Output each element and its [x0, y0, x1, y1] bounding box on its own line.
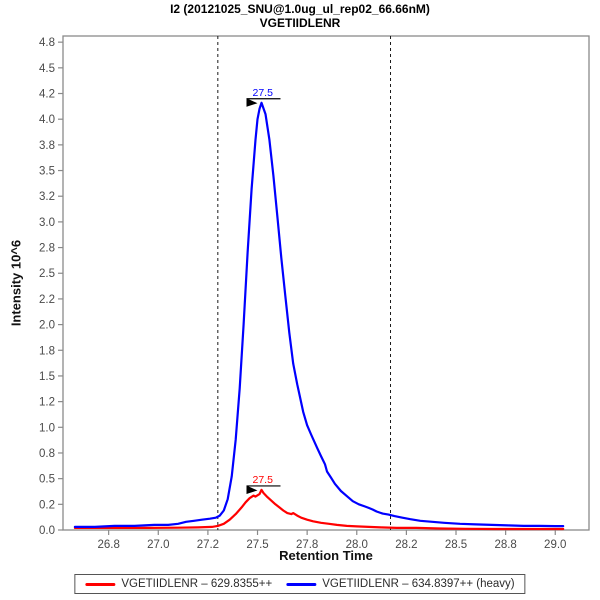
- x-axis-title: Retention Time: [279, 548, 373, 563]
- y-tick-label: 0.5: [39, 474, 55, 486]
- y-tick-label: 1.5: [39, 371, 55, 383]
- y-tick-label: 1.8: [39, 345, 55, 357]
- chromatogram-trace-heavy: [73, 101, 565, 529]
- y-tick-label: 1.0: [39, 422, 55, 434]
- y-tick-label: 3.8: [39, 140, 55, 152]
- y-tick-label: 2.5: [39, 268, 55, 280]
- legend-item-heavy: VGETIIDLENR – 634.8397++ (heavy): [286, 578, 515, 590]
- x-tick-label: 27.2: [197, 539, 219, 551]
- y-tick-label: 1.2: [39, 397, 55, 409]
- y-tick-label: 0.8: [39, 448, 55, 460]
- y-tick-label: 3.2: [39, 191, 55, 203]
- legend-label-heavy: VGETIIDLENR – 634.8397++ (heavy): [322, 578, 515, 590]
- peak-rt-label[interactable]: 27.5: [252, 474, 273, 486]
- y-tick-label: 4.8: [39, 37, 55, 49]
- y-tick-label: 3.0: [39, 217, 55, 229]
- y-tick-label: 3.5: [39, 166, 55, 178]
- y-tick-label: 4.2: [39, 89, 55, 101]
- chart-title: I2 (20121025_SNU@1.0ug_ul_rep02_66.66nM): [170, 2, 430, 16]
- peak-arrow-icon[interactable]: [246, 485, 258, 494]
- y-tick-label: 0.2: [39, 499, 55, 511]
- blue-line-sample: [286, 582, 317, 586]
- plot-frame: [62, 35, 590, 531]
- y-tick-label: 0.0: [39, 525, 55, 537]
- x-tick-label: 28.0: [346, 539, 368, 551]
- chart-title-block: I2 (20121025_SNU@1.0ug_ul_rep02_66.66nM)…: [0, 2, 600, 30]
- legend: VGETIIDLENR – 629.8355++ VGETIIDLENR – 6…: [74, 574, 526, 594]
- red-line-sample: [85, 582, 116, 586]
- y-tick-label: 4.0: [39, 114, 55, 126]
- legend-item-light: VGETIIDLENR – 629.8355++: [85, 578, 272, 590]
- chromatogram-trace-light: [73, 488, 565, 531]
- x-tick-label: 28.8: [494, 539, 516, 551]
- x-tick-label: 26.8: [97, 539, 119, 551]
- x-tick-label: 27.5: [246, 539, 268, 551]
- chart-subtitle: VGETIIDLENR: [259, 16, 341, 30]
- y-tick-label: 2.8: [39, 243, 55, 255]
- x-tick-label: 27.8: [296, 539, 318, 551]
- y-tick-label: 2.0: [39, 320, 55, 332]
- y-tick-label: 2.2: [39, 294, 55, 306]
- legend-label-light: VGETIIDLENR – 629.8355++: [121, 578, 273, 590]
- x-tick-label: 27.0: [147, 539, 169, 551]
- x-tick-label: 28.5: [445, 539, 467, 551]
- x-tick-label: 28.2: [395, 539, 417, 551]
- peak-rt-label[interactable]: 27.5: [252, 87, 273, 99]
- x-tick-label: 29.0: [544, 539, 566, 551]
- peak-arrow-icon[interactable]: [246, 98, 258, 107]
- y-tick-label: 4.5: [39, 63, 55, 75]
